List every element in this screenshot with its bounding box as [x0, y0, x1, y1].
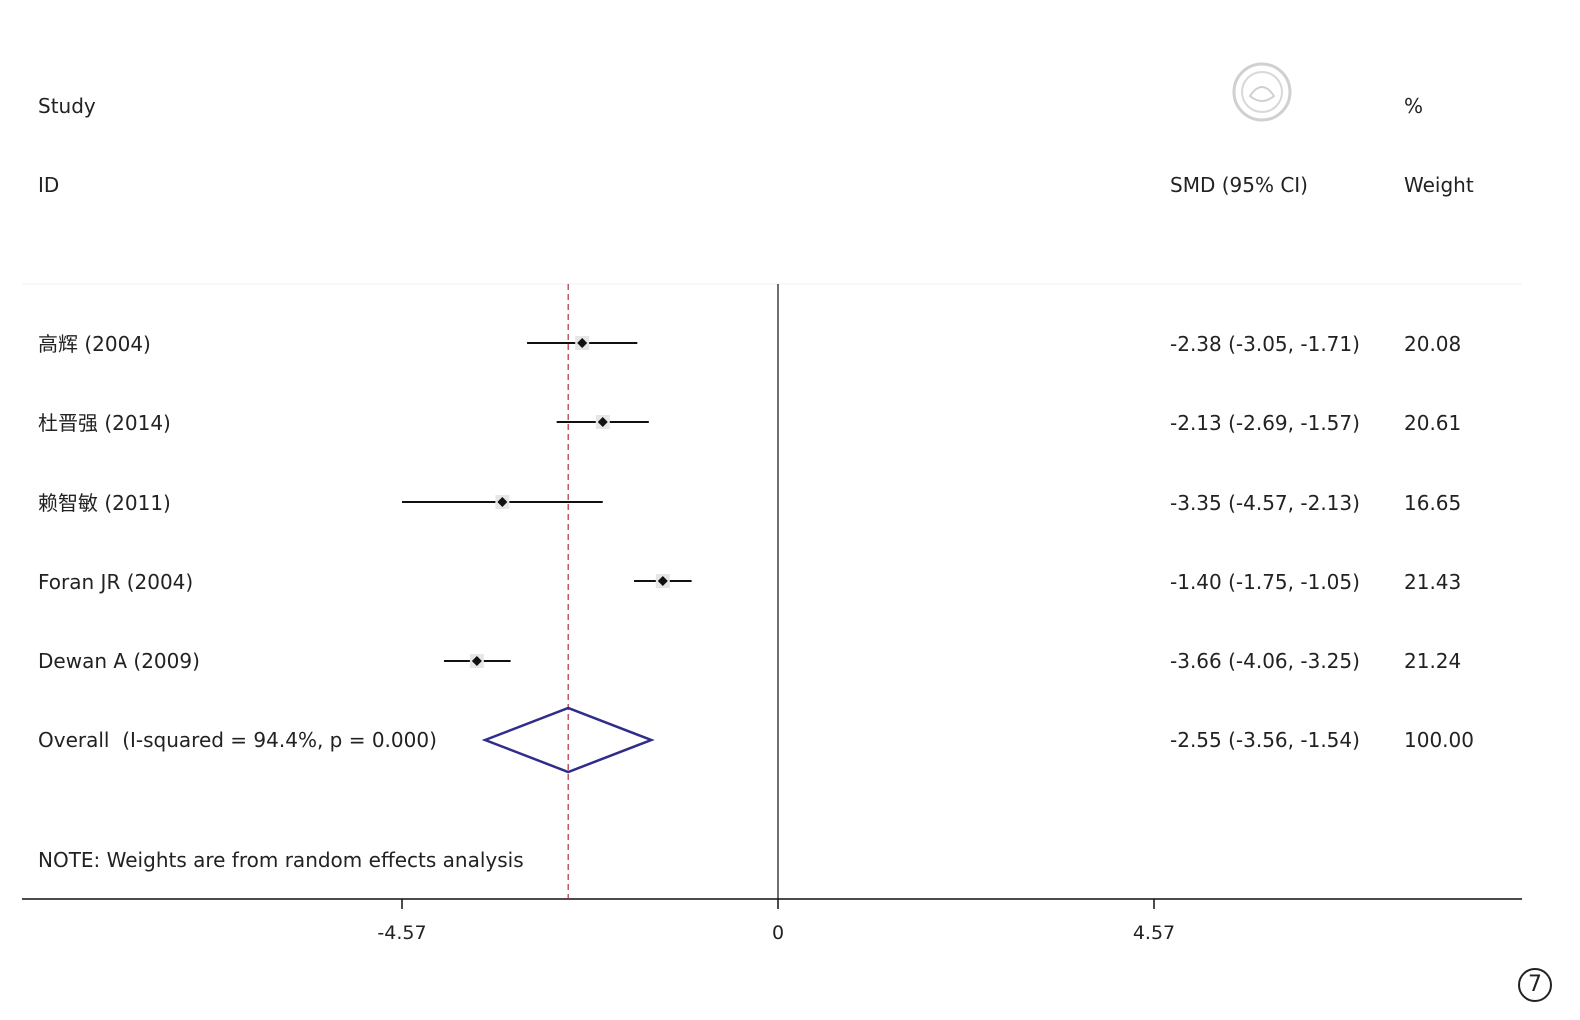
overall-weight: 100.00	[1404, 728, 1474, 752]
seal-icon	[1232, 62, 1292, 122]
smd-header: SMD (95% CI)	[1170, 173, 1308, 197]
percent-header: %	[1404, 94, 1424, 118]
overall-diamond	[481, 706, 655, 774]
tick-label: 0	[771, 922, 785, 944]
study-weight: 21.43	[1404, 570, 1462, 594]
study-label: Foran JR (2004)	[38, 570, 194, 594]
study-weight: 20.08	[1404, 332, 1462, 356]
study-weight: 21.24	[1404, 649, 1462, 673]
study-ci: -3.35 (-4.57, -2.13)	[1170, 491, 1360, 515]
study-weight: 20.61	[1404, 411, 1462, 435]
study-label: Dewan A (2009)	[38, 649, 200, 673]
figure-number: 7	[1518, 968, 1552, 1002]
point-marker	[497, 497, 508, 507]
point-marker	[657, 576, 668, 586]
study-weight: 16.65	[1404, 491, 1462, 515]
overall-ci: -2.55 (-3.56, -1.54)	[1170, 728, 1360, 752]
point-marker	[471, 656, 482, 666]
overall-label: Overall (I-squared = 94.4%, p = 0.000)	[38, 728, 437, 752]
study-ci: -1.40 (-1.75, -1.05)	[1170, 570, 1360, 594]
study-ci: -2.13 (-2.69, -1.57)	[1170, 411, 1360, 435]
study-ci: -3.66 (-4.06, -3.25)	[1170, 649, 1360, 673]
note-text: NOTE: Weights are from random effects an…	[38, 848, 524, 872]
point-marker	[577, 338, 588, 348]
study-ci: -2.38 (-3.05, -1.71)	[1170, 332, 1360, 356]
weight-header: Weight	[1404, 173, 1474, 197]
tick-label: -4.57	[377, 922, 427, 944]
study-header: Study	[38, 94, 96, 118]
id-header: ID	[38, 173, 60, 197]
study-label: 赖智敏 (2011)	[38, 491, 171, 515]
study-label: 杜晋强 (2014)	[38, 411, 171, 435]
tick-label: 4.57	[1132, 922, 1176, 944]
point-marker	[597, 417, 608, 427]
watermark	[1232, 60, 1532, 124]
study-label: 高辉 (2004)	[38, 332, 151, 356]
